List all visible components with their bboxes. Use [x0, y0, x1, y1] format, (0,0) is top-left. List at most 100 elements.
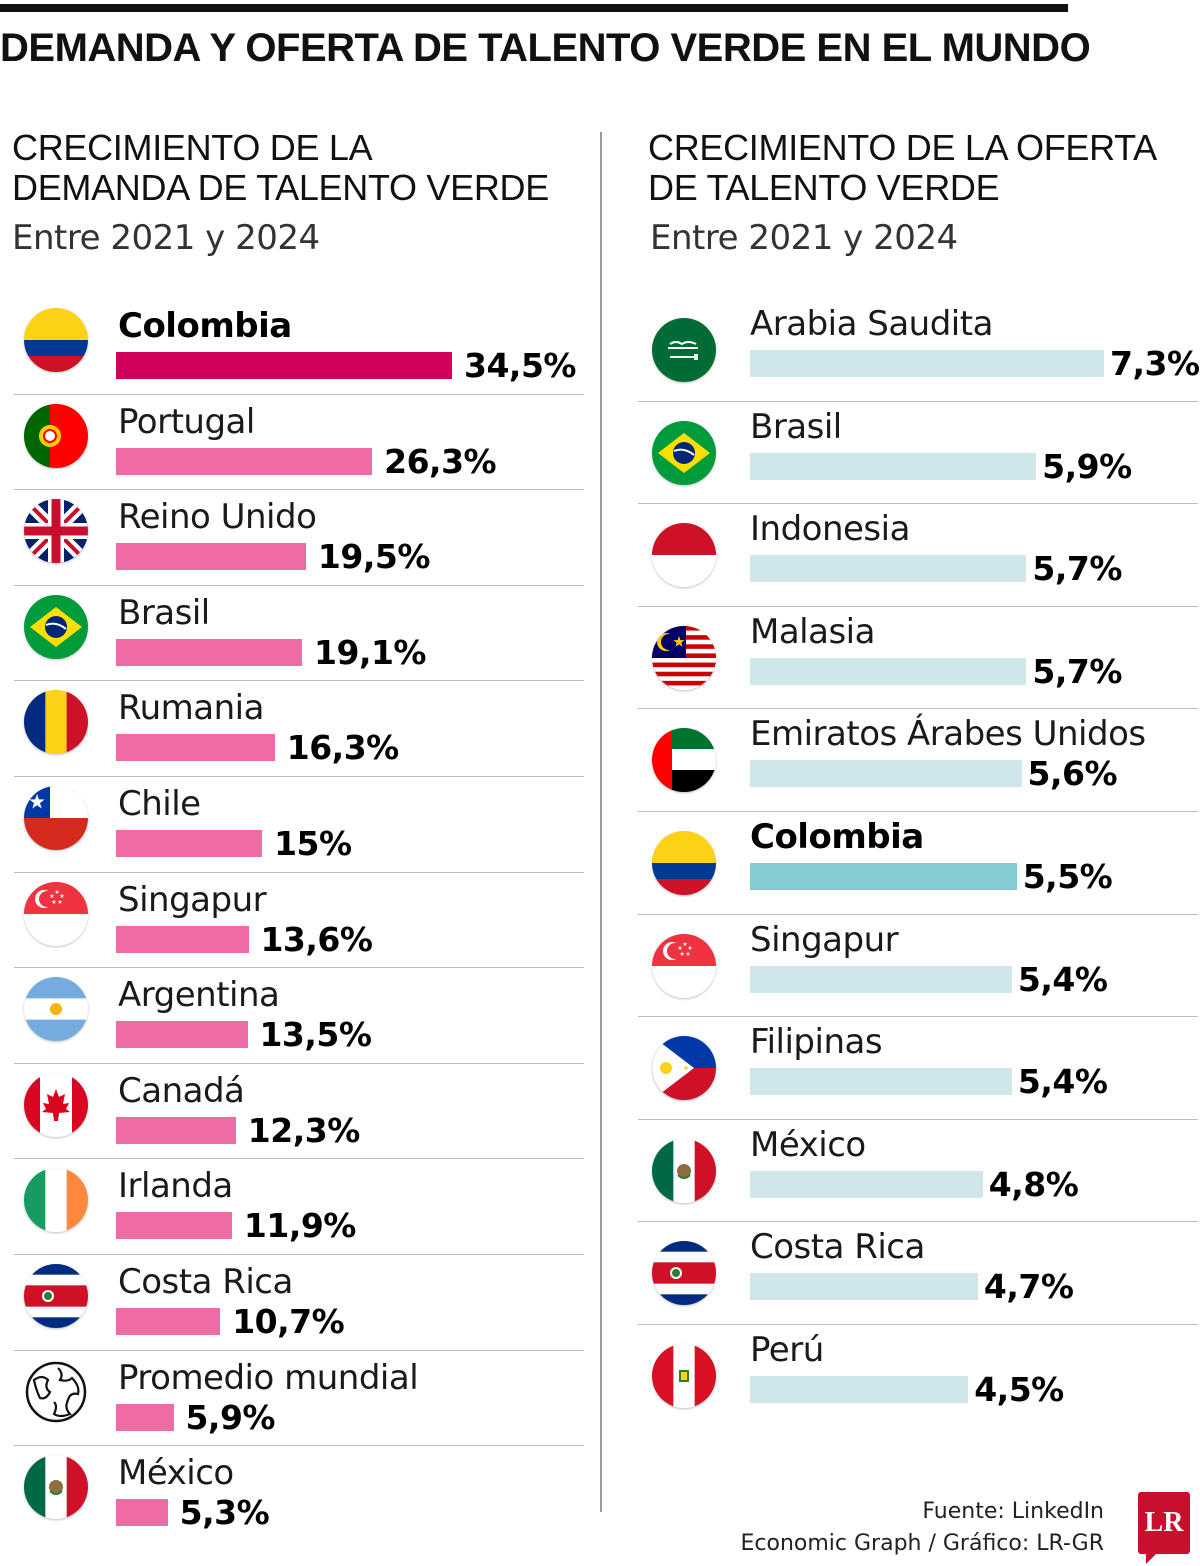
united-kingdom-flag-icon [24, 499, 88, 564]
row-separator [14, 489, 584, 491]
row-separator [638, 811, 1198, 812]
column-divider [600, 132, 602, 1512]
colombia-flag-icon [24, 308, 88, 372]
brazil-flag-icon [652, 420, 716, 485]
row-separator [14, 1349, 584, 1351]
category-label-singapur: Singapur [118, 879, 267, 920]
value-label-portugal: 26,3% [384, 441, 497, 481]
top-rule [0, 4, 1068, 12]
category-label-brasil: Brasil [118, 592, 210, 633]
category-label-mexico: México [750, 1124, 866, 1165]
bar-reino-unido [116, 543, 306, 571]
row-separator [638, 503, 1198, 505]
value-label-malasia: 5,7% [1032, 651, 1122, 691]
source-line-1: Fuente: LinkedIn [922, 1499, 1104, 1524]
row-separator [638, 913, 1198, 915]
chile-flag-icon [24, 786, 88, 850]
value-label-argentina: 13,5% [259, 1015, 372, 1055]
row-separator [638, 605, 1198, 607]
row-separator [638, 1118, 1198, 1120]
bar-costa-rica [116, 1308, 221, 1335]
argentina-flag-icon [24, 977, 88, 1042]
demand-subtitle: Entre 2021 y 2024 [12, 218, 320, 258]
bar-brasil [116, 638, 302, 666]
row-separator [638, 1324, 1198, 1325]
uae-flag-icon [652, 728, 716, 793]
category-label-chile: Chile [118, 784, 201, 824]
value-label-reino-unido: 19,5% [317, 537, 431, 577]
category-label-peru: Perú [750, 1330, 824, 1370]
indonesia-flag-icon [652, 523, 716, 588]
source-line-2: Economic Graph / Gráfico: LR-GR [740, 1531, 1105, 1556]
bar-malasia [750, 657, 1027, 685]
singapore-flag-icon [652, 933, 716, 998]
category-label-reino-unido: Reino Unido [118, 497, 317, 538]
row-separator [14, 1062, 584, 1064]
demand-section-title: CRECIMIENTO DE LA DEMANDA DE TALENTO VER… [12, 128, 549, 208]
category-label-promedio-mundial: Promedio mundial [118, 1357, 419, 1398]
demand-title-line-1: CRECIMIENTO DE LA [12, 127, 373, 168]
value-label-mexico: 5,3% [179, 1493, 270, 1533]
bar-emiratos-arabes-unidos [750, 760, 1022, 788]
category-label-indonesia: Indonesia [750, 509, 910, 550]
canada-flag-icon [24, 1072, 88, 1137]
row-separator [14, 393, 584, 395]
row-separator [14, 680, 584, 682]
supply-title-line-2: DE TALENTO VERDE [648, 167, 1000, 208]
mexico-flag-icon [24, 1455, 88, 1520]
value-label-canada: 12,3% [247, 1110, 361, 1150]
value-label-brasil: 19,1% [314, 632, 427, 672]
value-label-singapur: 13,6% [260, 919, 373, 959]
value-label-emiratos-arabes-unidos: 5,6% [1027, 754, 1118, 794]
row-separator [638, 708, 1198, 710]
value-label-promedio-mundial: 5,9% [185, 1397, 275, 1437]
category-label-argentina: Argentina [118, 975, 280, 1016]
bar-mexico [116, 1499, 168, 1527]
peru-flag-icon [652, 1344, 716, 1408]
philippines-flag-icon [652, 1036, 716, 1101]
portugal-flag-icon [24, 403, 88, 468]
category-label-rumania: Rumania [118, 688, 264, 729]
supply-subtitle: Entre 2021 y 2024 [650, 218, 958, 258]
bar-costa-rica [750, 1273, 978, 1301]
value-label-chile: 15% [274, 824, 352, 863]
category-label-malasia: Malasia [750, 611, 875, 652]
category-label-colombia: Colombia [118, 306, 292, 346]
category-label-colombia: Colombia [750, 817, 924, 857]
category-label-emiratos-arabes-unidos: Emiratos Árabes Unidos [750, 714, 1146, 755]
mexico-flag-icon [652, 1138, 716, 1203]
bar-singapur [750, 965, 1012, 993]
row-separator [638, 1016, 1198, 1018]
bar-promedio-mundial [116, 1403, 174, 1431]
globe-icon [24, 1359, 88, 1424]
row-separator [638, 400, 1198, 402]
bar-canada [116, 1116, 236, 1144]
category-label-portugal: Portugal [118, 401, 255, 442]
lr-logo: LR [1138, 1492, 1190, 1564]
row-separator [14, 776, 584, 777]
bar-chile [116, 830, 263, 857]
costa-rica-flag-icon [652, 1241, 716, 1306]
row-separator [14, 871, 584, 873]
row-separator [14, 1254, 584, 1255]
bar-indonesia [750, 555, 1027, 583]
saudi-arabia-flag-icon [652, 318, 716, 382]
malaysia-flag-icon [652, 625, 716, 690]
bar-filipinas [750, 1068, 1012, 1096]
value-label-peru: 4,5% [974, 1370, 1064, 1409]
bar-arabia-saudita [750, 350, 1104, 377]
value-label-irlanda: 11,9% [243, 1206, 357, 1246]
value-label-colombia: 34,5% [464, 346, 577, 385]
category-label-mexico: México [118, 1453, 234, 1494]
category-label-costa-rica: Costa Rica [750, 1227, 925, 1268]
bar-argentina [116, 1021, 248, 1049]
bar-irlanda [116, 1212, 232, 1240]
value-label-costa-rica: 4,7% [983, 1267, 1074, 1307]
supply-title-line-1: CRECIMIENTO DE LA OFERTA [648, 127, 1157, 168]
value-label-mexico: 4,8% [988, 1164, 1079, 1204]
bar-colombia [116, 352, 452, 379]
source-note: Fuente: LinkedIn Economic Graph / Gráfic… [741, 1496, 1105, 1560]
bar-peru [750, 1376, 969, 1403]
singapore-flag-icon [24, 881, 88, 946]
value-label-indonesia: 5,7% [1032, 549, 1122, 589]
